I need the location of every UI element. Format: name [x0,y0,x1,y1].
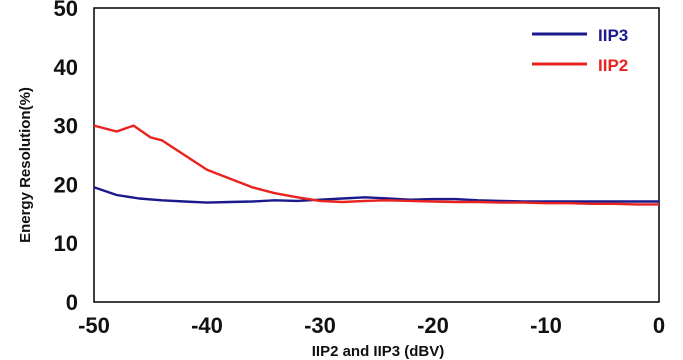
y-tick-label: 0 [66,290,78,315]
legend: IIP3 IIP2 [532,26,628,75]
y-tick-label: 40 [54,55,78,80]
plot-frame [93,7,660,303]
series-line-iip3 [93,186,659,204]
y-tick-label: 20 [54,172,78,197]
legend-label-iip2: IIP2 [598,56,628,75]
x-tick-label: -10 [530,313,562,338]
x-axis-label: IIP2 and IIP3 (dBV) [312,343,445,360]
x-tick-label: -30 [304,313,336,338]
x-tick-label: -50 [78,313,110,338]
y-tick-label: 50 [54,0,78,21]
series-line-iip2 [93,124,659,206]
plot-area [93,7,660,303]
x-tick-label: -20 [417,313,449,338]
y-axis-label: Energy Resolution(%) [17,87,34,243]
y-tick-label: 10 [54,231,78,256]
x-axis-ticks: -50 -40 -30 -20 -10 0 [78,313,665,338]
x-tick-label: -40 [191,313,223,338]
y-axis-ticks: 0 10 20 30 40 50 [54,0,78,315]
legend-label-iip3: IIP3 [598,26,628,45]
y-tick-label: 30 [54,114,78,139]
x-tick-label: 0 [653,313,665,338]
